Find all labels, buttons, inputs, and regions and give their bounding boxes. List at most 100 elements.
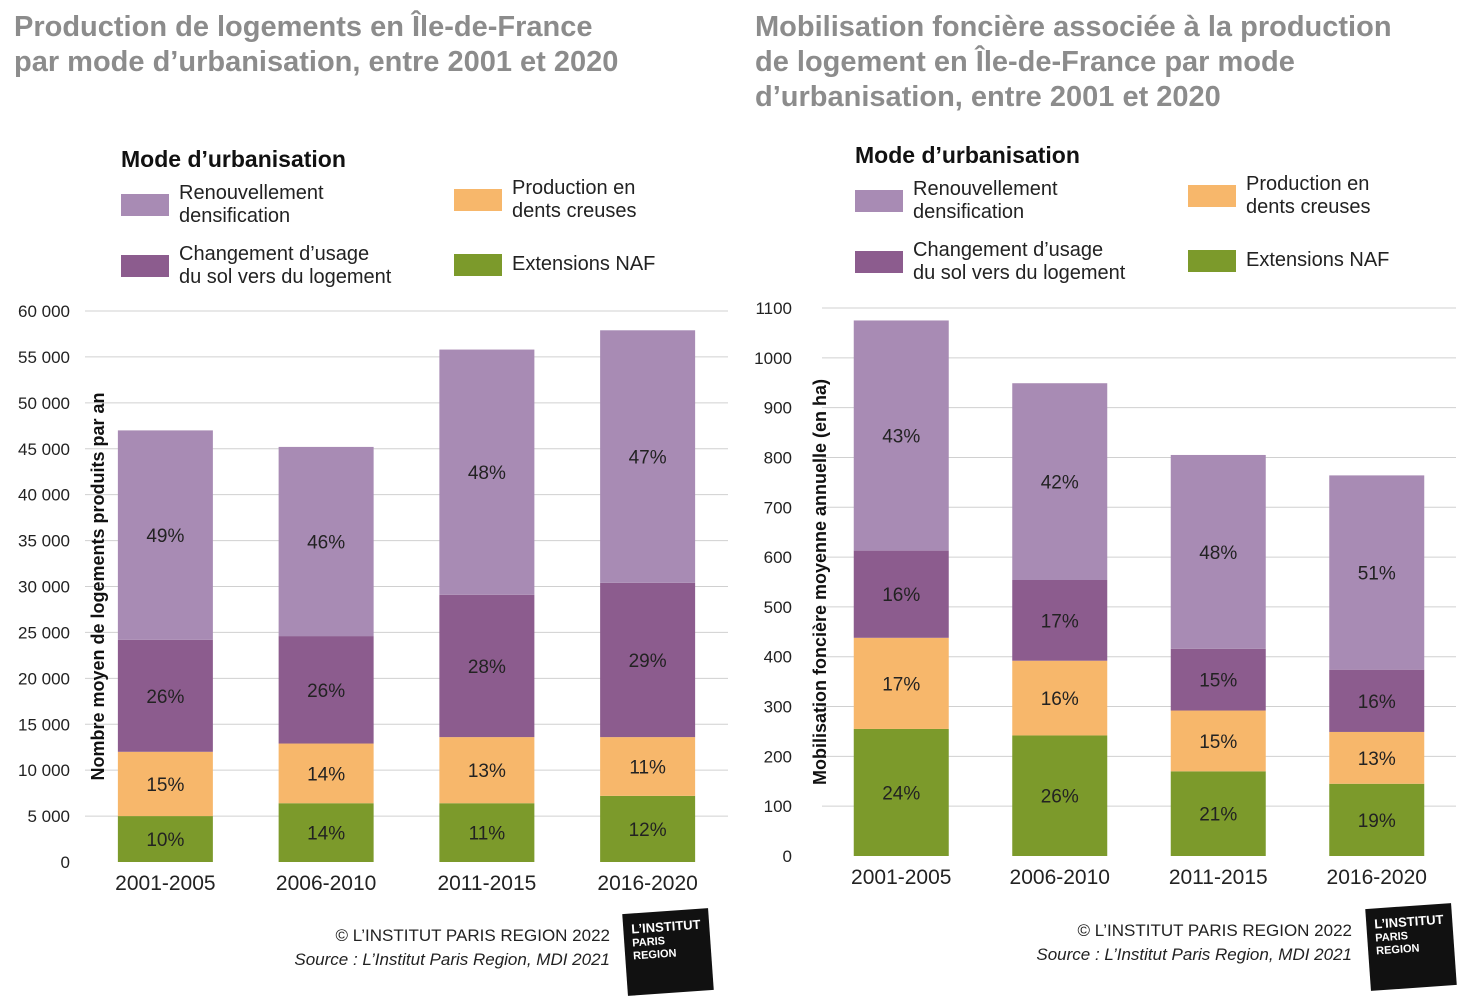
data-label: 26% bbox=[146, 687, 184, 708]
data-label: 24% bbox=[882, 783, 920, 804]
bar-segment-renouvellement bbox=[600, 330, 696, 583]
bar-segment-naf bbox=[278, 803, 374, 862]
bar-segment-dents bbox=[117, 751, 213, 817]
y-tick-label: 0 bbox=[61, 853, 70, 872]
bar-segment-renouvellement bbox=[1329, 475, 1425, 670]
bar-segment-changement bbox=[853, 550, 949, 638]
legend-label: Changement d’usage du sol vers du logemen… bbox=[179, 243, 392, 288]
bar-segment-dents bbox=[853, 637, 949, 729]
data-label: 13% bbox=[468, 761, 506, 782]
x-tick-label: 2006-2010 bbox=[276, 872, 376, 895]
bar-segment-changement bbox=[600, 582, 696, 738]
data-label: 51% bbox=[1358, 564, 1396, 585]
credit-left: © L’INSTITUT PARIS REGION 2022 Source : … bbox=[294, 924, 610, 972]
data-label: 14% bbox=[307, 764, 345, 785]
data-label: 28% bbox=[468, 657, 506, 678]
data-label: 15% bbox=[1199, 671, 1237, 692]
credit-right: © L’INSTITUT PARIS REGION 2022 Source : … bbox=[1036, 919, 1352, 967]
legend-label: Production en dents creuses bbox=[1246, 173, 1371, 218]
data-label: 16% bbox=[1358, 692, 1396, 713]
title-line: Production de logements en Île-de-France bbox=[14, 11, 593, 43]
bar-segment-dents bbox=[1170, 710, 1266, 772]
legend-label: Production en dents creuses bbox=[512, 177, 637, 222]
bar-segment-changement bbox=[117, 639, 213, 752]
y-tick-label: 20 000 bbox=[18, 669, 70, 688]
data-label: 10% bbox=[146, 830, 184, 851]
y-tick-label: 600 bbox=[764, 548, 792, 567]
bar-segment-renouvellement bbox=[1170, 454, 1266, 649]
y-tick-label: 50 000 bbox=[18, 394, 70, 413]
y-tick-label: 800 bbox=[764, 448, 792, 467]
data-label: 14% bbox=[307, 824, 345, 845]
legend-item-dents: Production en dents creuses bbox=[454, 177, 637, 223]
y-tick-label: 5 000 bbox=[27, 807, 70, 826]
y-tick-label: 60 000 bbox=[18, 302, 70, 321]
bar-segment-naf bbox=[600, 795, 696, 862]
y-tick-label: 30 000 bbox=[18, 578, 70, 597]
bar-segment-dents bbox=[1012, 660, 1108, 736]
bar-segment-changement bbox=[1170, 648, 1266, 711]
legend-label: Renouvellement densification bbox=[179, 182, 324, 227]
source-text: Source : L’Institut Paris Region, MDI 20… bbox=[1036, 945, 1352, 964]
legend-item-renouvellement: Renouvellement densification bbox=[121, 182, 324, 228]
x-tick-label: 2001-2005 bbox=[115, 872, 215, 895]
legend-label: Extensions NAF bbox=[512, 253, 656, 275]
legend-swatch bbox=[121, 255, 169, 277]
legend-swatch bbox=[855, 251, 903, 273]
data-label: 29% bbox=[629, 651, 667, 672]
y-tick-label: 0 bbox=[783, 847, 792, 866]
bar-segment-naf bbox=[1012, 735, 1108, 856]
y-tick-label: 400 bbox=[764, 648, 792, 667]
x-tick-label: 2011-2015 bbox=[437, 872, 536, 895]
stacked-bar-chart-logements: 0 5 000 10 000 15 000 20 000 25 000 30 000 35 0… bbox=[18, 302, 728, 895]
bar-segment-renouvellement bbox=[117, 430, 213, 640]
legend-title-right: Mode d’urbanisation bbox=[855, 142, 1080, 168]
data-label: 26% bbox=[307, 681, 345, 702]
y-tick-label: 25 000 bbox=[18, 623, 70, 642]
copyright-text: © L’INSTITUT PARIS REGION 2022 bbox=[335, 926, 610, 945]
bar-segment-dents bbox=[600, 737, 696, 796]
data-label: 21% bbox=[1199, 805, 1237, 826]
bar-segment-dents bbox=[278, 743, 374, 804]
y-tick-label: 55 000 bbox=[18, 348, 70, 367]
data-label: 48% bbox=[468, 463, 506, 484]
legend-swatch bbox=[121, 194, 169, 216]
bar-segment-changement bbox=[1329, 669, 1425, 732]
data-label: 47% bbox=[629, 448, 667, 469]
data-label: 19% bbox=[1358, 811, 1396, 832]
data-label: 15% bbox=[1199, 732, 1237, 753]
legend-item-dents: Production en dents creuses bbox=[1188, 173, 1371, 219]
bar-segment-naf bbox=[439, 803, 535, 862]
legend-item-changement: Changement d’usage du sol vers du logemen… bbox=[855, 239, 1125, 285]
bar-segment-changement bbox=[439, 594, 535, 738]
data-label: 11% bbox=[629, 757, 666, 778]
x-tick-label: 2016-2020 bbox=[1327, 866, 1427, 889]
data-label: 11% bbox=[469, 824, 506, 845]
legend-title-left: Mode d’urbanisation bbox=[121, 146, 346, 172]
y-tick-label: 500 bbox=[764, 598, 792, 617]
institut-logo: L’INSTITUT PARIS REGION bbox=[1365, 903, 1457, 991]
bar-segment-changement bbox=[278, 636, 374, 744]
bar-segment-changement bbox=[1012, 580, 1108, 661]
bar-segment-naf bbox=[1329, 783, 1425, 856]
data-label: 16% bbox=[882, 585, 920, 606]
x-tick-label: 2006-2010 bbox=[1010, 866, 1110, 889]
x-tick-label: 2016-2020 bbox=[597, 872, 697, 895]
title-line: de logement en Île-de-France par mode bbox=[755, 46, 1295, 78]
legend-item-changement: Changement d’usage du sol vers du logemen… bbox=[121, 243, 391, 289]
y-axis-label: Nombre moyen de logements produits par a… bbox=[88, 392, 108, 780]
data-label: 46% bbox=[307, 533, 345, 554]
legend-swatch bbox=[855, 190, 903, 212]
legend-swatch bbox=[1188, 185, 1236, 207]
title-line: par mode d’urbanisation, entre 2001 et 2… bbox=[14, 46, 619, 78]
y-tick-label: 10 000 bbox=[18, 761, 70, 780]
source-text: Source : L’Institut Paris Region, MDI 20… bbox=[294, 950, 610, 969]
legend-swatch bbox=[454, 189, 502, 211]
legend-item-renouvellement: Renouvellement densification bbox=[855, 178, 1058, 224]
legend-label: Changement d’usage du sol vers du logemen… bbox=[913, 239, 1126, 284]
data-label: 15% bbox=[146, 775, 184, 796]
data-label: 16% bbox=[1041, 689, 1079, 710]
data-label: 17% bbox=[882, 674, 920, 695]
y-axis-label: Mobilisation foncière moyenne annuelle (… bbox=[810, 379, 830, 785]
data-label: 43% bbox=[882, 427, 920, 448]
